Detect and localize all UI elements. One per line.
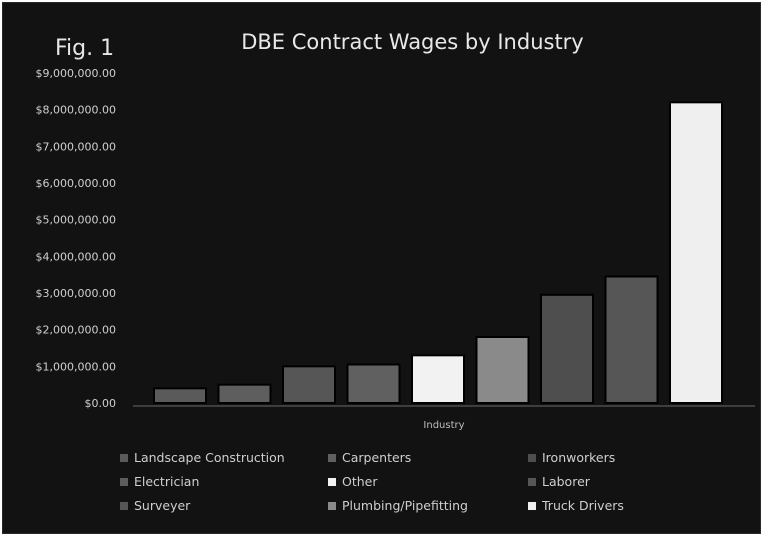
y-tick-label: $9,000,000.00 — [36, 67, 116, 80]
bar-landscape-construction — [153, 387, 207, 405]
legend-item: Surveyer — [120, 498, 328, 513]
y-tick-label: $7,000,000.00 — [36, 140, 116, 153]
legend-swatch — [528, 453, 536, 462]
legend-swatch — [528, 501, 536, 510]
legend-item: Ironworkers — [528, 450, 678, 465]
bar-electrician — [217, 383, 272, 404]
legend-swatch — [328, 477, 336, 486]
legend-item: Laborer — [528, 474, 678, 489]
bar-truck-drivers — [669, 101, 723, 404]
chart-title: DBE Contract Wages by Industry — [241, 30, 584, 54]
bar-carpenters — [346, 363, 401, 404]
bars — [153, 101, 723, 405]
legend-label: Plumbing/Pipefitting — [342, 498, 468, 513]
legend-label: Electrician — [134, 474, 200, 489]
y-tick-label: $0.00 — [85, 397, 117, 410]
legend: Landscape Construction Carpenters Ironwork… — [120, 450, 680, 513]
legend-swatch — [120, 477, 128, 486]
legend-item: Other — [328, 474, 528, 489]
legend-item: Carpenters — [328, 450, 528, 465]
legend-item: Truck Drivers — [528, 498, 678, 513]
legend-swatch — [120, 453, 128, 462]
legend-label: Surveyer — [134, 498, 191, 513]
x-axis-label: Industry — [423, 420, 464, 431]
bar-plumbing-pipefitting — [475, 336, 530, 404]
legend-label: Carpenters — [342, 450, 412, 465]
y-tick-label: $1,000,000.00 — [36, 360, 116, 373]
legend-label: Laborer — [542, 474, 590, 489]
y-axis: $0.00 $1,000,000.00 $2,000,000.00 $3,000,00… — [36, 67, 116, 410]
y-tick-label: $5,000,000.00 — [36, 214, 116, 227]
legend-swatch — [328, 453, 336, 462]
y-tick-label: $3,000,000.00 — [36, 287, 116, 300]
legend-label: Other — [342, 474, 378, 489]
legend-label: Truck Drivers — [542, 498, 624, 513]
bar-surveyer — [282, 365, 336, 405]
legend-item: Landscape Construction — [120, 450, 328, 465]
legend-label: Ironworkers — [542, 450, 616, 465]
y-tick-label: $4,000,000.00 — [36, 250, 116, 263]
y-tick-label: $2,000,000.00 — [36, 324, 116, 337]
legend-swatch — [120, 501, 128, 510]
figure-label: Fig. 1 — [55, 36, 115, 61]
legend-swatch — [328, 501, 336, 510]
bar-laborer — [604, 275, 659, 404]
legend-item: Plumbing/Pipefitting — [328, 498, 528, 513]
legend-swatch — [528, 477, 536, 486]
legend-item: Electrician — [120, 474, 328, 489]
y-tick-label: $8,000,000.00 — [36, 104, 116, 117]
bar-ironworkers — [540, 293, 594, 405]
legend-label: Landscape Construction — [134, 450, 285, 465]
bar-other — [411, 354, 465, 405]
y-tick-label: $6,000,000.00 — [36, 177, 116, 190]
